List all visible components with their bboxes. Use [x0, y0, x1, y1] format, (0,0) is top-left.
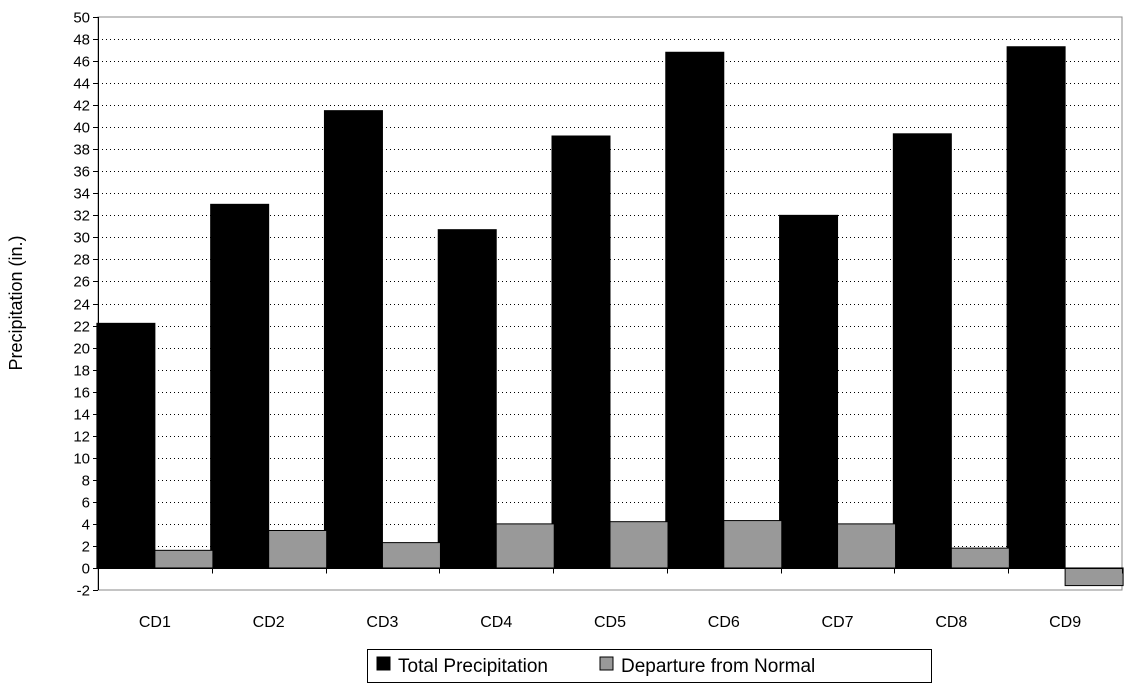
bar-departure-from-normal-cd2: [268, 529, 328, 569]
y-tick-label: 22: [73, 319, 90, 336]
bar-total-precipitation-cd8: [892, 133, 952, 569]
bar-total-precipitation-cd3: [323, 110, 383, 569]
y-tick-label: 20: [73, 341, 90, 358]
bar-departure-from-normal-cd8: [950, 547, 1010, 569]
legend: Total Precipitation Departure from Normal: [367, 649, 932, 683]
y-tick-label: 44: [73, 76, 90, 93]
y-tick-label: 14: [73, 407, 90, 424]
bar-total-precipitation-cd5: [551, 135, 611, 569]
x-tick-label: CD5: [594, 614, 626, 631]
legend-swatch-total-precipitation: [376, 656, 391, 671]
x-tick-label: CD7: [822, 614, 854, 631]
bar-total-precipitation-cd6: [665, 51, 725, 569]
legend-swatch-departure-from-normal: [599, 656, 614, 671]
x-tick-label: CD6: [708, 614, 740, 631]
y-tick-label: 28: [73, 252, 90, 269]
bar-departure-from-normal-cd6: [723, 520, 783, 569]
legend-label-total-precipitation: Total Precipitation: [398, 656, 548, 677]
bar-departure-from-normal-cd7: [837, 523, 897, 569]
y-tick-label: 34: [73, 186, 90, 203]
bar-total-precipitation-cd2: [210, 203, 270, 569]
y-tick-label: 50: [73, 10, 90, 27]
y-tick-label: 8: [82, 473, 90, 490]
y-tick-label: 32: [73, 208, 90, 225]
y-tick-label: 12: [73, 429, 90, 446]
y-tick-label: 40: [73, 120, 90, 137]
y-tick-label: 18: [73, 363, 90, 380]
x-tick-label: CD2: [253, 614, 285, 631]
y-tick-label: 38: [73, 142, 90, 159]
y-axis-title: Precipitation (in.): [6, 235, 26, 370]
bar-departure-from-normal-cd3: [381, 542, 441, 569]
x-tick-label: CD9: [1049, 614, 1081, 631]
y-tick-label: 6: [82, 495, 90, 512]
y-tick-label: -2: [77, 583, 90, 600]
bar-total-precipitation-cd7: [779, 214, 839, 569]
y-tick-label: 30: [73, 230, 90, 247]
y-tick-label: 26: [73, 274, 90, 291]
x-tick-label: CD3: [366, 614, 398, 631]
y-tick-label: 46: [73, 54, 90, 71]
y-tick-label: 2: [82, 539, 90, 556]
bar-departure-from-normal-cd4: [495, 523, 555, 569]
y-tick-label: 4: [82, 517, 90, 534]
legend-label-departure-from-normal: Departure from Normal: [621, 656, 815, 677]
bars: [96, 46, 1124, 587]
bar-departure-from-normal-cd1: [154, 549, 214, 569]
y-tick-label: 42: [73, 98, 90, 115]
axes: -202468101214161820222426283032343638404…: [73, 10, 1123, 631]
y-tick-label: 24: [73, 297, 90, 314]
y-tick-label: 0: [82, 561, 90, 578]
y-tick-label: 48: [73, 32, 90, 49]
y-tick-label: 36: [73, 164, 90, 181]
bar-total-precipitation-cd4: [437, 229, 497, 569]
x-tick-label: CD8: [935, 614, 967, 631]
bar-total-precipitation-cd9: [1006, 46, 1066, 569]
y-tick-label: 16: [73, 385, 90, 402]
y-tick-label: 10: [73, 451, 90, 468]
bar-departure-from-normal-cd9: [1064, 567, 1124, 587]
bar-total-precipitation-cd1: [96, 322, 156, 569]
x-tick-label: CD4: [480, 614, 512, 631]
x-tick-label: CD1: [139, 614, 171, 631]
bar-departure-from-normal-cd5: [609, 521, 669, 569]
